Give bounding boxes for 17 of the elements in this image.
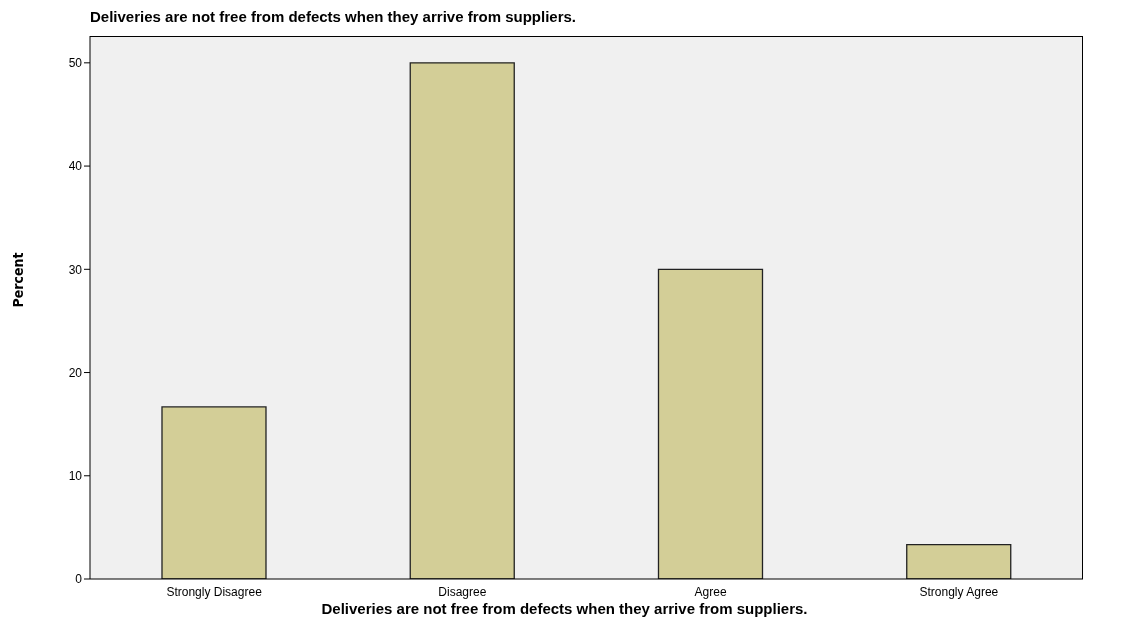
chart-title: Deliveries are not free from defects when they arrive from suppliers. xyxy=(90,8,577,25)
y-axis-title: Percent xyxy=(9,252,26,308)
bar xyxy=(161,406,267,579)
bar xyxy=(657,268,764,579)
bar xyxy=(409,62,515,579)
y-tick-label: 40 xyxy=(68,159,83,174)
y-tick-label: 0 xyxy=(75,572,83,587)
x-tick-label: Strongly Agree xyxy=(919,584,999,599)
x-tick-label: Strongly Disagree xyxy=(166,584,263,599)
y-tick-label: 30 xyxy=(68,262,83,277)
y-tick-label: 50 xyxy=(68,56,83,71)
x-tick-label: Agree xyxy=(694,584,727,599)
y-tick-label: 20 xyxy=(68,365,83,380)
y-tick-label: 10 xyxy=(68,469,83,484)
bar xyxy=(906,543,1012,579)
x-axis-title: Deliveries are not free from defects when they arrive from suppliers. xyxy=(320,600,809,617)
x-tick-label: Disagree xyxy=(438,584,487,599)
